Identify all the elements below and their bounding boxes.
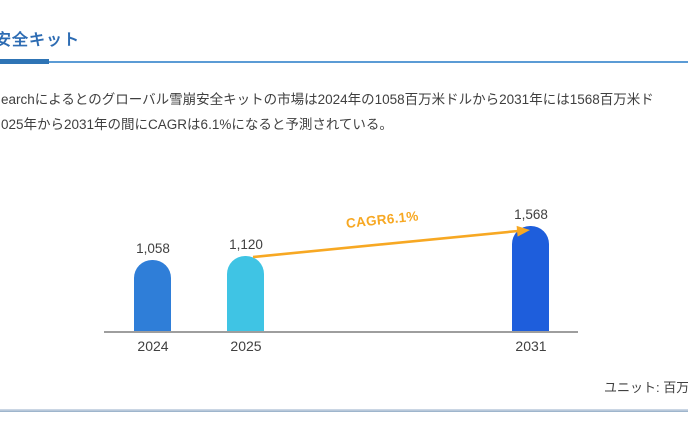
bar-value-label-2025: 1,120	[229, 237, 263, 252]
bar-2025	[227, 256, 264, 331]
unit-label: ユニット: 百万	[604, 380, 688, 395]
x-tick-2025: 2025	[230, 338, 262, 354]
title-underline-thin	[0, 61, 688, 63]
bar-value-label-2031: 1,568	[514, 207, 548, 222]
x-tick-2031: 2031	[515, 338, 547, 354]
bar-value-label-2024: 1,058	[136, 241, 170, 256]
bar-2024	[134, 260, 171, 331]
intro-text-line-1: earchによるとのグローバル雪崩安全キットの市場は2024年の1058百万米ド…	[1, 92, 654, 107]
intro-text-line-2: 025年から2031年の間にCAGRは6.1%になると予測されている。	[1, 117, 393, 132]
bottom-divider	[0, 409, 688, 412]
title-underline-accent	[0, 59, 49, 64]
x-tick-2024: 2024	[137, 338, 169, 354]
x-axis-line	[104, 331, 578, 333]
bar-2031	[512, 226, 549, 331]
page-title: 安全キット	[0, 32, 81, 49]
cagr-arrow	[252, 225, 530, 259]
